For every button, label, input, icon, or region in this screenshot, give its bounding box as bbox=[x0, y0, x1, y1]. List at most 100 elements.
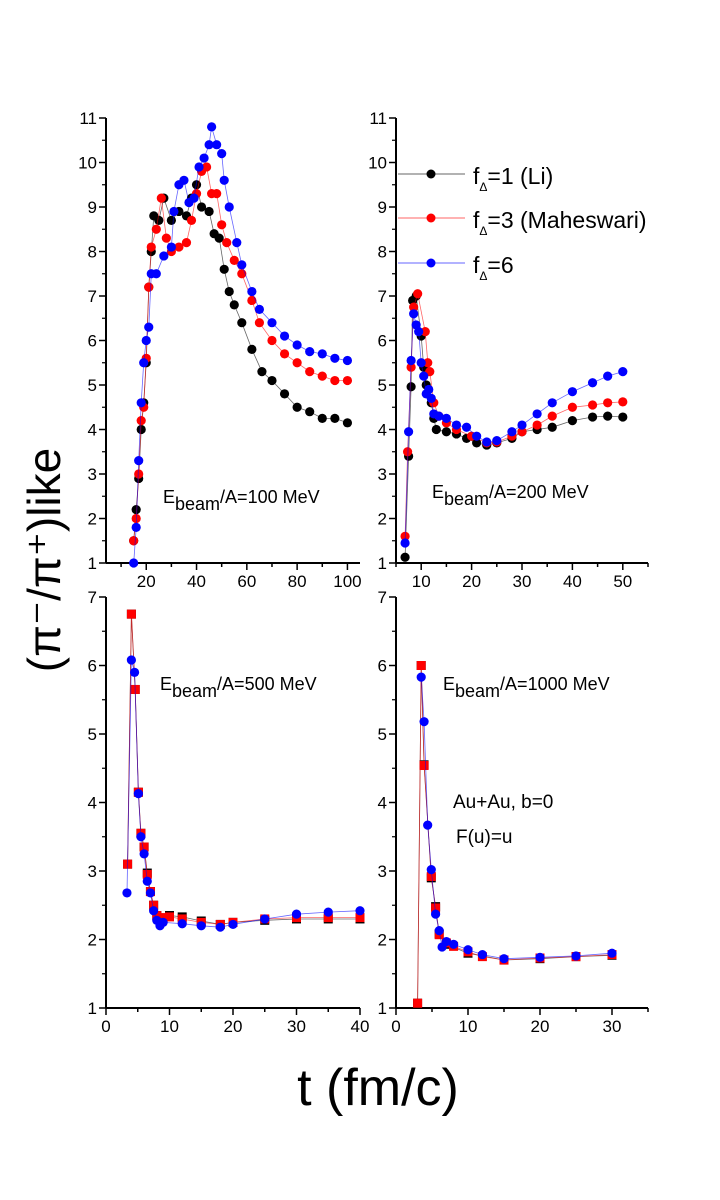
data-point bbox=[237, 318, 247, 328]
series-line bbox=[126, 659, 361, 928]
data-point bbox=[177, 914, 187, 924]
data-point bbox=[152, 911, 162, 921]
data-point bbox=[232, 238, 242, 248]
data-point bbox=[146, 242, 156, 252]
data-point bbox=[222, 238, 232, 248]
data-point bbox=[416, 358, 426, 368]
y-tick-label: 4 bbox=[378, 794, 387, 813]
data-point bbox=[126, 609, 136, 619]
legend-label: fΔ=3 (Maheswari) bbox=[473, 207, 647, 238]
data-point bbox=[472, 438, 482, 448]
y-tick-label: 2 bbox=[378, 510, 387, 529]
data-point bbox=[603, 371, 613, 381]
series-line bbox=[420, 677, 613, 960]
data-point bbox=[431, 909, 441, 919]
y-tick-label: 2 bbox=[88, 931, 97, 950]
y-tick-label: 4 bbox=[88, 794, 97, 813]
y-tick-label: 1 bbox=[378, 999, 387, 1018]
data-point bbox=[317, 349, 327, 359]
data-point bbox=[423, 820, 433, 830]
data-point bbox=[144, 282, 154, 292]
data-point bbox=[532, 409, 542, 419]
data-point bbox=[177, 919, 187, 929]
y-tick-label: 10 bbox=[368, 154, 387, 173]
data-point bbox=[158, 917, 168, 927]
data-point bbox=[229, 255, 239, 265]
data-point bbox=[618, 367, 628, 377]
y-tick-label: 11 bbox=[369, 109, 387, 128]
data-point bbox=[406, 355, 416, 366]
data-point bbox=[603, 398, 613, 408]
data-point bbox=[149, 906, 159, 916]
series-line bbox=[127, 614, 360, 925]
series-line bbox=[417, 665, 613, 1004]
data-point bbox=[129, 536, 139, 546]
data-point bbox=[189, 193, 199, 203]
y-tick-label: 6 bbox=[88, 332, 97, 351]
panel-energy-label: Ebeam/A=500 MeV bbox=[160, 674, 317, 701]
series-3 bbox=[129, 122, 353, 568]
data-point bbox=[219, 264, 229, 274]
y-tick-label: 9 bbox=[378, 198, 387, 217]
data-point bbox=[151, 224, 161, 234]
x-tick-label: 40 bbox=[187, 572, 206, 591]
series-2 bbox=[123, 609, 365, 929]
y-tick-label: 7 bbox=[378, 287, 387, 306]
data-point bbox=[279, 389, 290, 399]
data-point bbox=[441, 936, 451, 947]
y-tick-label: 10 bbox=[78, 154, 97, 173]
x-tick-label: 10 bbox=[160, 1017, 179, 1036]
series-3 bbox=[416, 672, 617, 964]
data-point bbox=[517, 427, 527, 437]
data-point bbox=[186, 215, 197, 225]
data-point bbox=[416, 672, 426, 682]
data-point bbox=[547, 411, 557, 421]
data-point bbox=[416, 661, 426, 670]
y-tick-label: 7 bbox=[88, 287, 97, 306]
y-tick-label: 4 bbox=[378, 421, 387, 440]
data-point bbox=[463, 945, 473, 955]
data-point bbox=[134, 456, 144, 466]
x-tick-label: 100 bbox=[333, 572, 361, 591]
data-point bbox=[144, 322, 154, 332]
data-point bbox=[449, 939, 459, 949]
data-point bbox=[129, 667, 140, 677]
data-point bbox=[131, 522, 141, 533]
data-point bbox=[547, 398, 557, 408]
data-point bbox=[212, 189, 222, 199]
data-point bbox=[254, 304, 265, 314]
data-point bbox=[228, 919, 238, 930]
data-point bbox=[441, 413, 451, 423]
y-tick-label: 5 bbox=[88, 376, 97, 395]
data-point bbox=[567, 402, 578, 412]
y-tick-label: 7 bbox=[88, 588, 97, 607]
data-point bbox=[532, 420, 542, 430]
series-line bbox=[417, 665, 613, 1004]
x-tick-label: 30 bbox=[287, 1017, 306, 1036]
data-point bbox=[451, 420, 462, 430]
panel-energy-label: Ebeam/A=100 MeV bbox=[163, 487, 320, 514]
data-point bbox=[426, 871, 436, 881]
data-point bbox=[139, 849, 149, 859]
data-point bbox=[423, 358, 433, 368]
data-point bbox=[139, 358, 149, 368]
data-point bbox=[342, 418, 353, 428]
data-point bbox=[229, 300, 239, 310]
legend-item-2: fΔ=3 (Maheswari) bbox=[398, 207, 647, 238]
data-point bbox=[535, 952, 545, 962]
data-point bbox=[122, 888, 132, 898]
data-point bbox=[587, 412, 598, 422]
panel-energy-label: Ebeam/A=1000 MeV bbox=[443, 674, 610, 701]
x-tick-label: 0 bbox=[101, 1017, 110, 1036]
data-point bbox=[431, 424, 441, 435]
y-tick-label: 3 bbox=[378, 465, 387, 484]
y-tick-label: 11 bbox=[79, 109, 97, 128]
data-point bbox=[139, 842, 149, 852]
data-point bbox=[136, 398, 146, 408]
y-tick-label: 1 bbox=[88, 999, 97, 1018]
data-point bbox=[413, 289, 423, 299]
data-point bbox=[419, 717, 429, 727]
series-2 bbox=[129, 162, 353, 546]
data-point bbox=[179, 175, 189, 185]
data-point bbox=[247, 286, 257, 297]
